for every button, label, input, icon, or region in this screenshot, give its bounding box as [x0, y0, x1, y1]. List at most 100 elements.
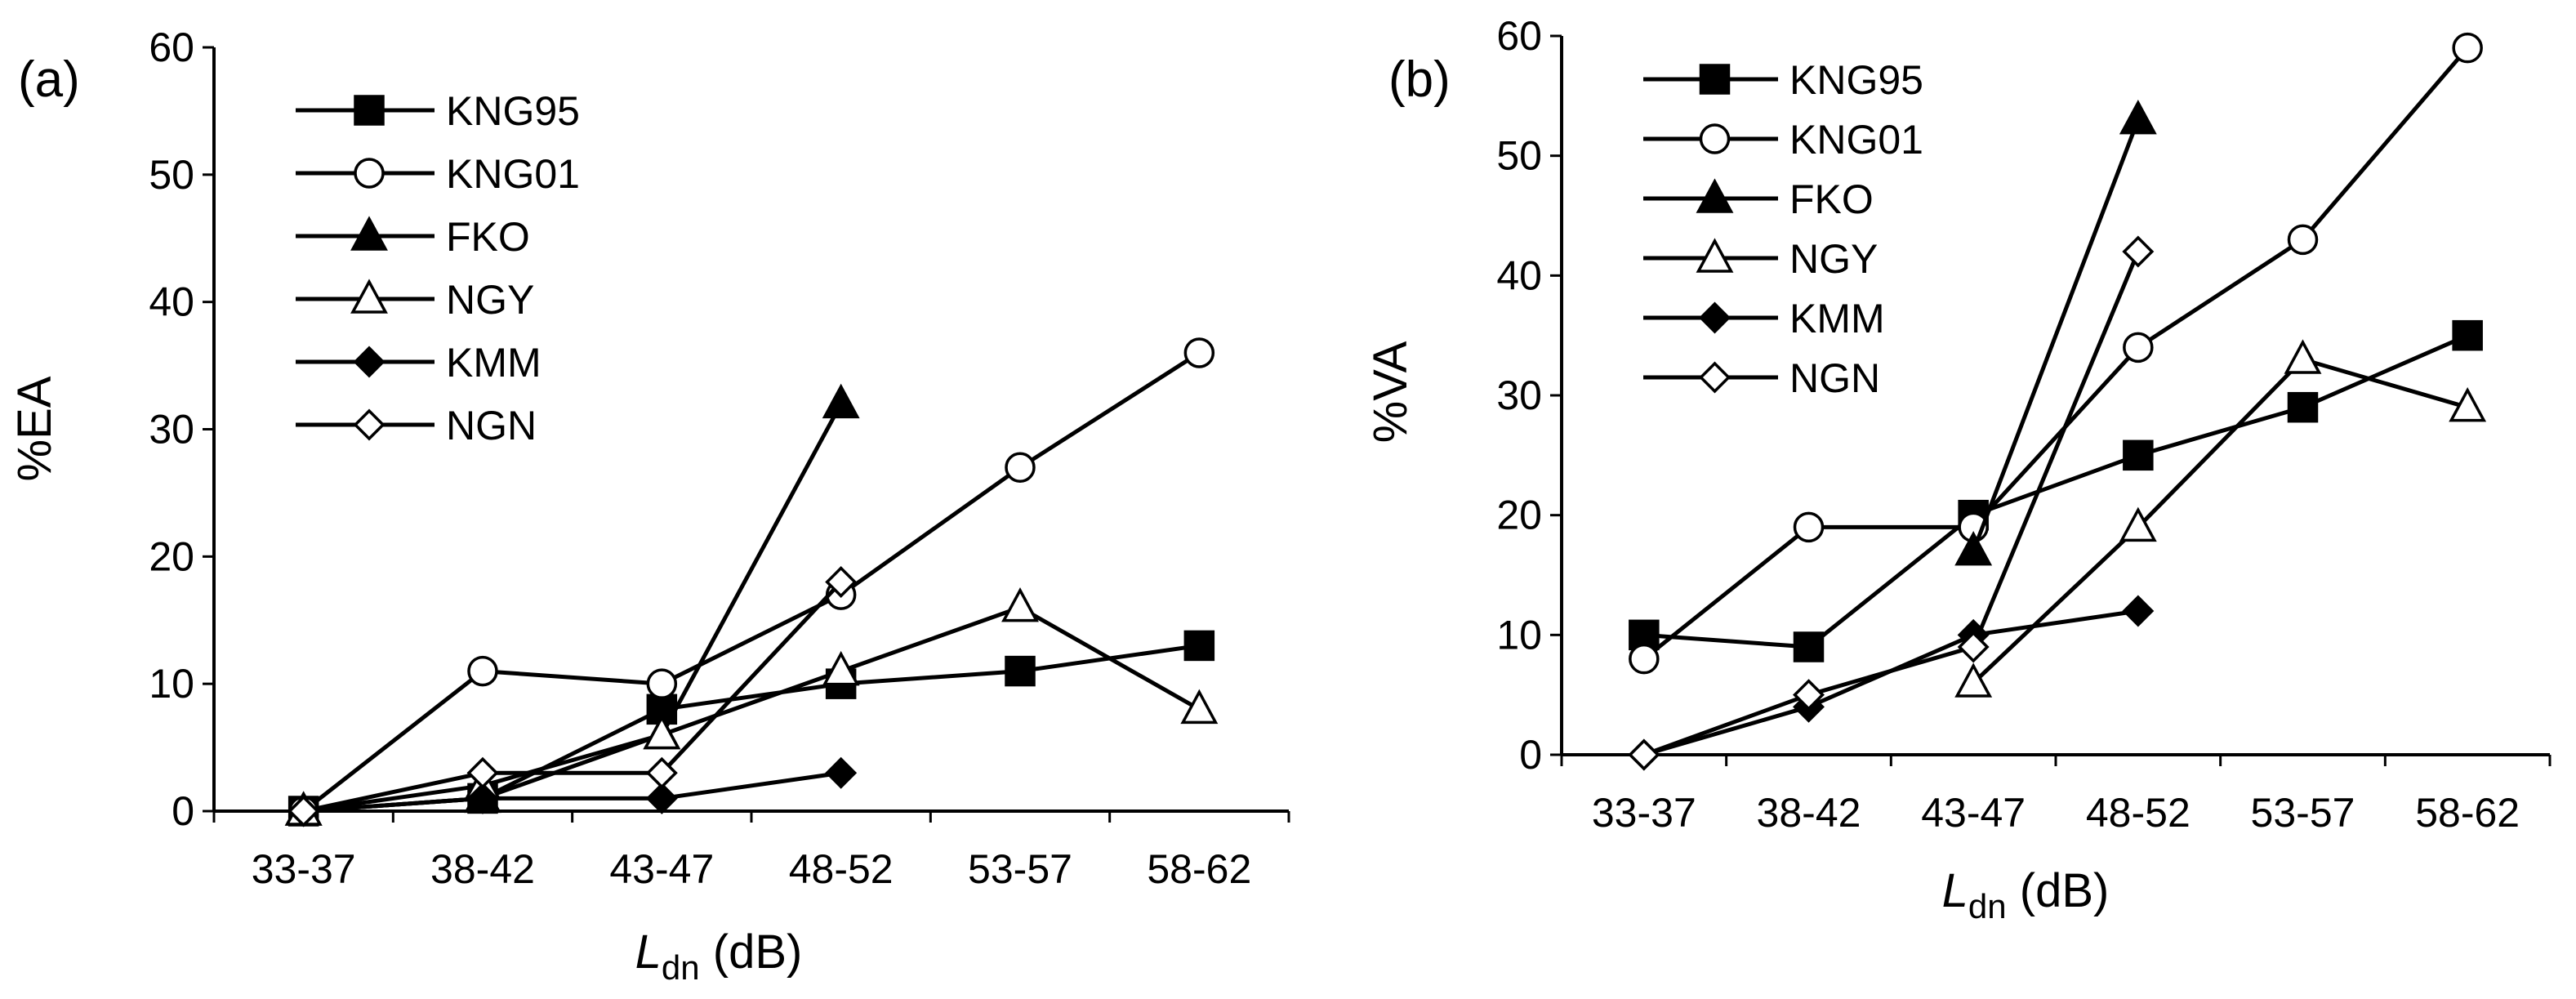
data-point — [1005, 655, 1036, 687]
legend-marker — [1699, 361, 1731, 394]
legend-marker — [1699, 123, 1731, 154]
data-point — [645, 782, 678, 814]
x-tick-label: 33-37 — [1592, 790, 1696, 836]
data-point — [1183, 337, 1215, 368]
data-point — [466, 756, 499, 789]
legend-entry: NGY — [1643, 236, 1878, 282]
legend-entry: KMM — [1643, 296, 1885, 341]
legend-label: KNG95 — [1789, 57, 1923, 103]
legend-marker — [353, 408, 386, 441]
series-kmm — [1628, 595, 2155, 771]
legend-marker — [1699, 301, 1731, 334]
y-tick-label: 30 — [149, 407, 194, 453]
legend-label: KNG01 — [446, 151, 580, 197]
x-tick-label: 53-57 — [968, 846, 1072, 892]
data-point — [2119, 506, 2157, 542]
series-ngn — [287, 566, 858, 827]
y-axis-label: %EA — [8, 376, 61, 481]
x-tick-label: 43-47 — [1921, 790, 2026, 836]
legend-marker — [354, 95, 385, 126]
data-point — [2287, 224, 2319, 256]
panel-label: (a) — [18, 51, 80, 108]
x-tick-label: 58-62 — [2415, 790, 2520, 836]
series-kng01 — [1629, 32, 2483, 675]
y-axis-label: %VA — [1364, 341, 1417, 443]
x-axis-label-symbol: L — [635, 925, 662, 979]
y-tick-label: 0 — [1519, 732, 1542, 778]
x-tick-label: 58-62 — [1147, 846, 1251, 892]
x-tick-label: 48-52 — [789, 846, 894, 892]
y-tick-label: 60 — [149, 25, 194, 70]
y-tick-label: 50 — [149, 152, 194, 198]
series-fko — [1954, 99, 2157, 566]
y-tick-label: 20 — [149, 533, 194, 579]
legend-marker — [353, 346, 386, 378]
data-point — [467, 655, 498, 687]
series-kng95 — [287, 630, 1215, 827]
series-line — [303, 605, 1201, 814]
legend-label: KNG01 — [1789, 117, 1923, 163]
legend-label: KMM — [446, 340, 541, 386]
legend: KNG95 KNG01 FKO NGY KMM NGN — [296, 88, 580, 448]
legend-entry: FKO — [296, 214, 530, 260]
data-point — [1629, 643, 1660, 675]
legend-label: NGN — [446, 403, 537, 448]
series-line — [1971, 118, 2141, 552]
data-point — [2119, 99, 2157, 135]
y-tick-label: 30 — [1496, 372, 1542, 418]
y-tick-label: 60 — [1496, 13, 1542, 59]
y-tick-label: 0 — [172, 788, 194, 834]
series-line — [1642, 47, 2470, 661]
y-tick-label: 40 — [1496, 252, 1542, 298]
legend-entry: KNG95 — [1643, 57, 1923, 103]
x-axis-label-subscript: dn — [662, 948, 700, 987]
data-point — [1793, 511, 1825, 543]
legend-label: NGN — [1789, 355, 1880, 401]
data-point — [825, 566, 858, 598]
series-line — [1972, 357, 2468, 685]
series-line — [1643, 609, 2139, 757]
legend-label: FKO — [1789, 176, 1874, 222]
data-point — [2122, 595, 2155, 627]
data-point — [1180, 689, 1219, 725]
data-point — [645, 756, 678, 789]
x-axis-label-unit: (dB) — [700, 925, 803, 979]
legend-marker — [350, 279, 388, 314]
data-point — [287, 795, 320, 827]
series-line — [1642, 251, 2141, 757]
data-point — [2122, 235, 2155, 268]
data-point — [646, 668, 678, 699]
x-axis-label: Ldn (dB) — [1942, 864, 2110, 925]
data-point — [1005, 452, 1036, 483]
x-tick-label: 43-47 — [609, 846, 714, 892]
legend-entry: NGN — [296, 403, 537, 448]
legend-label: NGY — [1789, 236, 1878, 282]
data-point — [2123, 439, 2154, 471]
series-ngn — [1628, 235, 2155, 771]
legend-entry: NGN — [1643, 355, 1880, 401]
data-point — [466, 782, 499, 814]
series-line — [1643, 333, 2469, 649]
data-point — [2452, 32, 2483, 64]
x-tick-label: 38-42 — [430, 846, 535, 892]
legend-label: KNG95 — [446, 88, 580, 134]
data-point — [822, 650, 860, 686]
y-tick-label: 20 — [1496, 493, 1542, 538]
legend-marker — [354, 158, 385, 189]
legend-label: KMM — [1789, 296, 1885, 341]
panel-label: (b) — [1388, 51, 1451, 108]
chart-panel-b: 0 10 20 30 40 50 60 33-37 38-42 43-47 48-52 53-57 58… — [1364, 13, 2551, 925]
legend-entry: NGY — [296, 277, 534, 323]
legend-marker — [350, 216, 388, 251]
legend-label: NGY — [446, 277, 534, 323]
data-point — [1628, 738, 1660, 771]
series-ngy — [284, 586, 1219, 826]
chart-panel-a: 0 10 20 30 40 50 60 33-37 38-42 43-47 48-52 53-57 58… — [8, 25, 1290, 987]
legend-label: FKO — [446, 214, 530, 260]
data-point — [825, 756, 858, 789]
y-tick-label: 10 — [149, 661, 194, 707]
data-point — [643, 714, 681, 750]
x-tick-label: 38-42 — [1757, 790, 1861, 836]
series-ngy — [1954, 339, 2487, 698]
